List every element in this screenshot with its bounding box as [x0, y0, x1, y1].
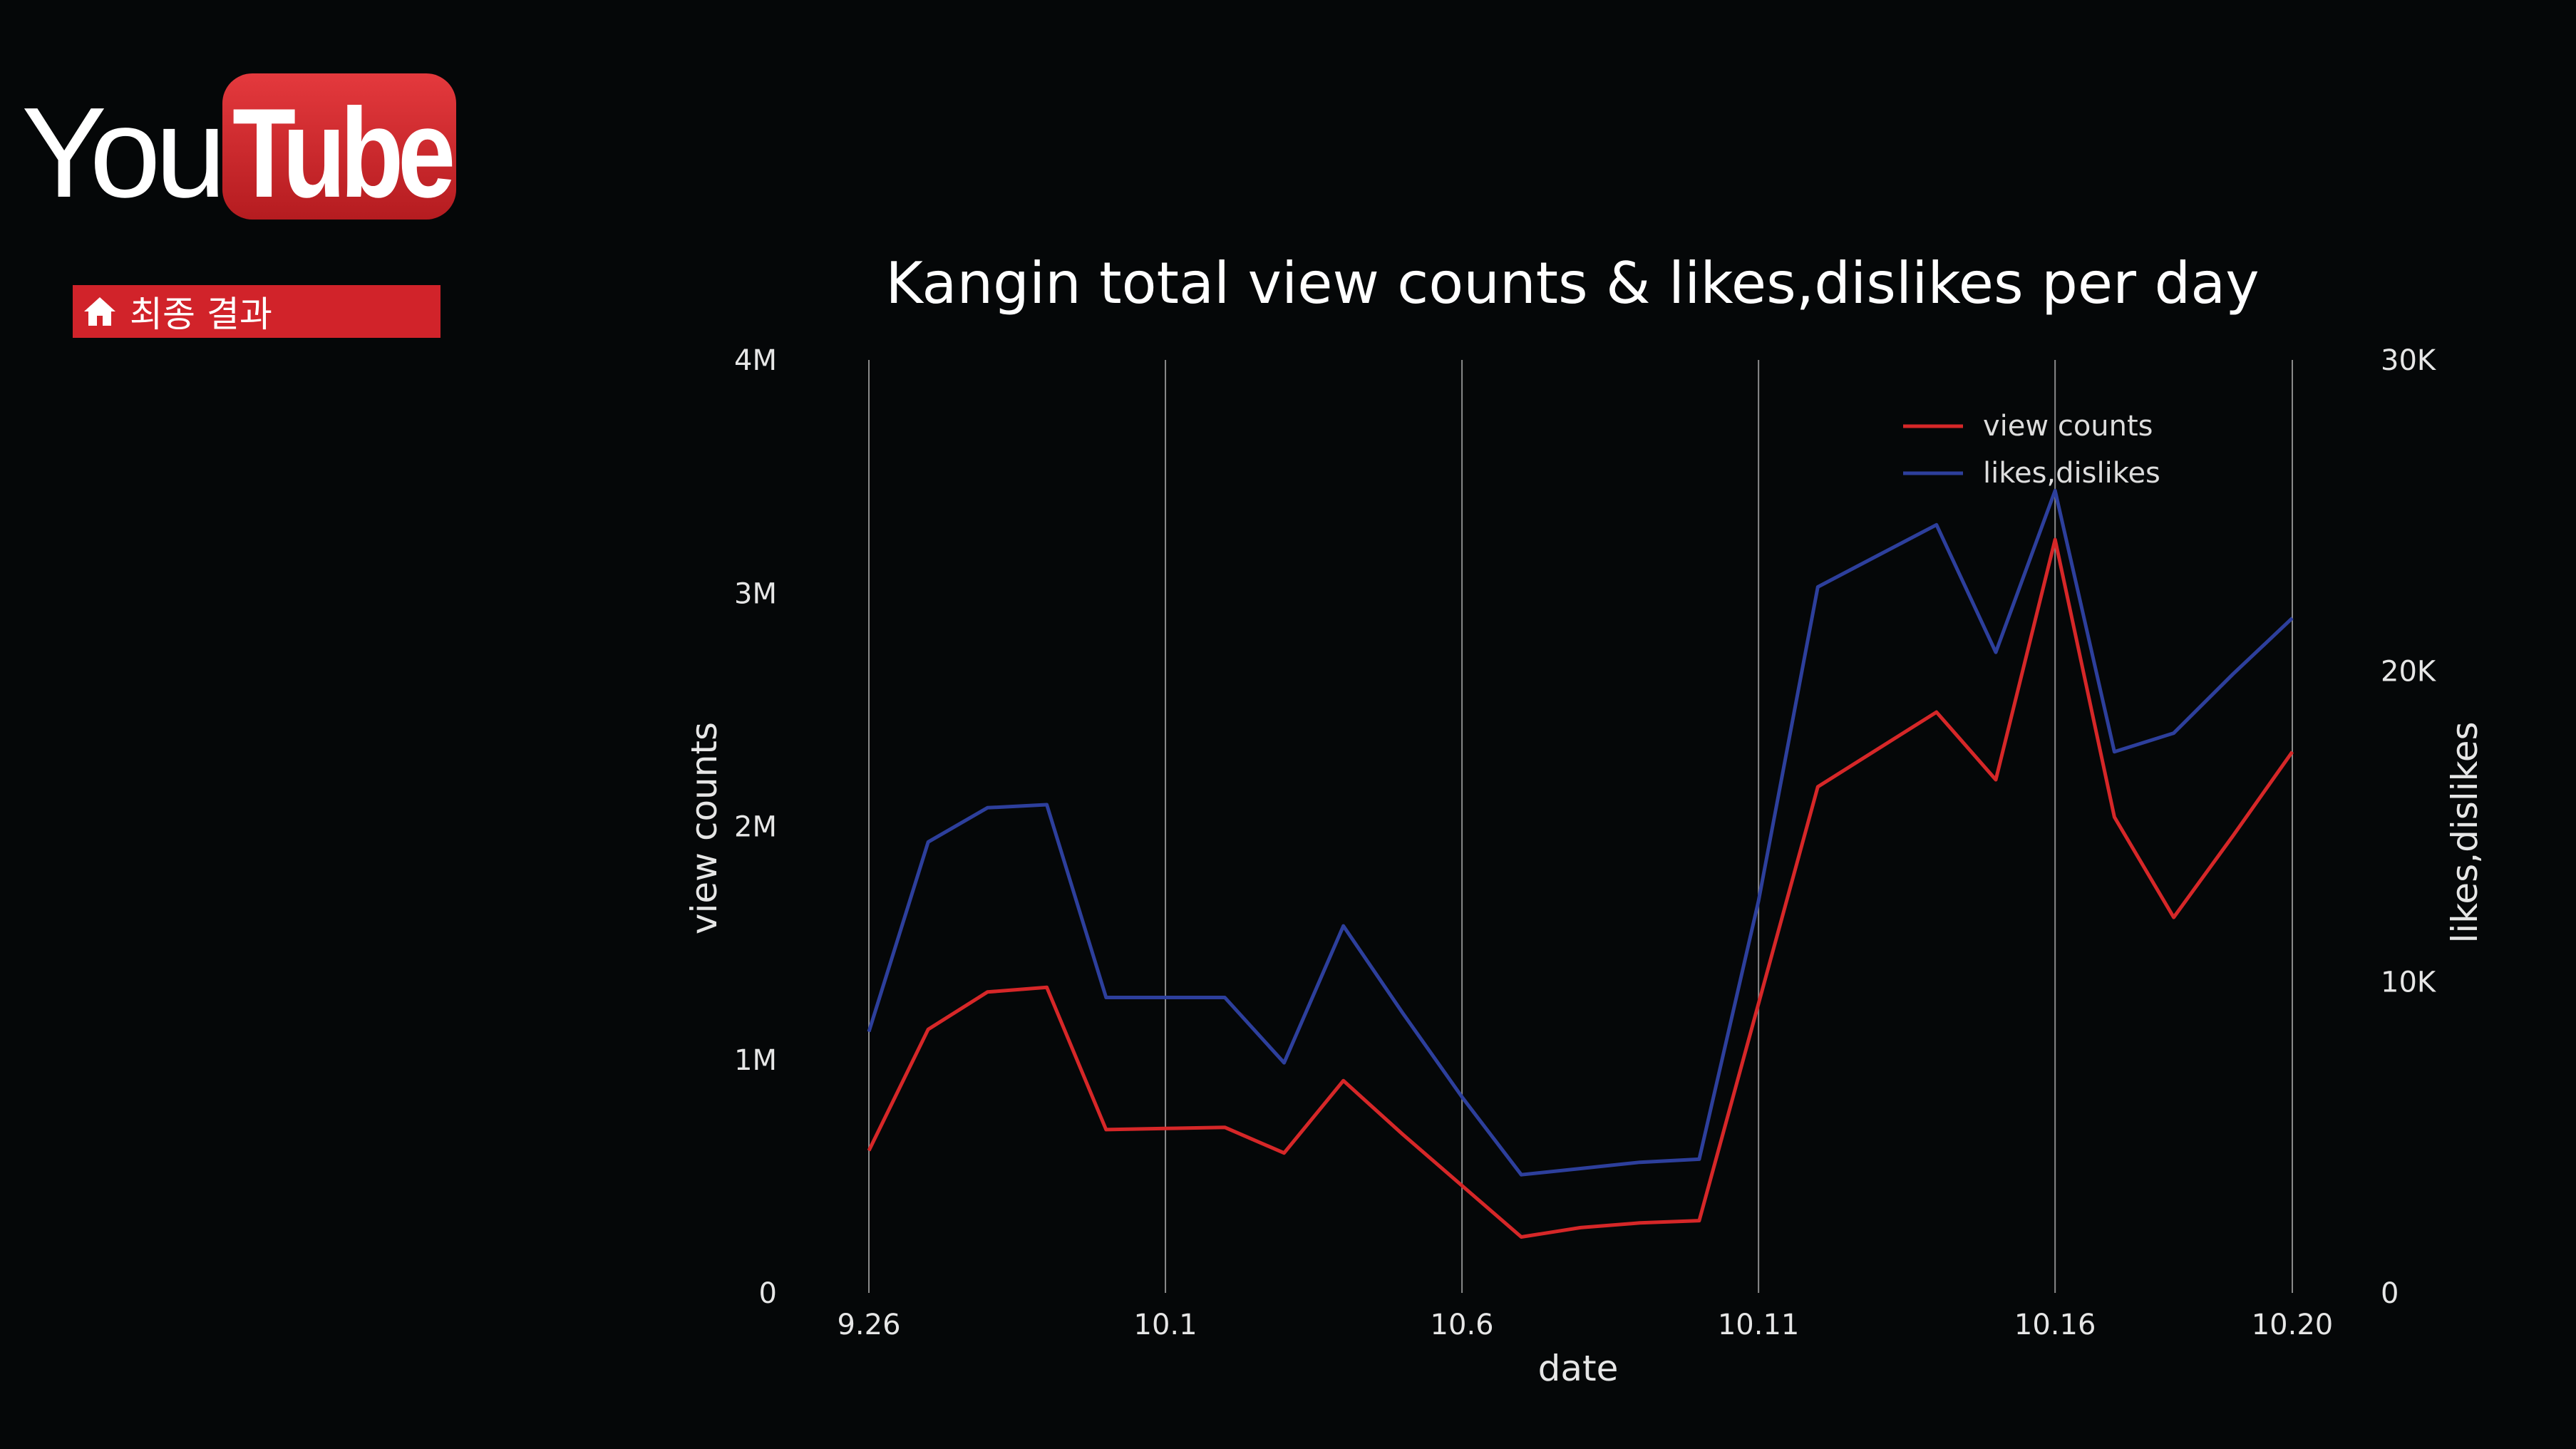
right-y-tick-label-10k: 10K — [2381, 966, 2437, 999]
x-tick-label-10-6: 10.6 — [1431, 1309, 1494, 1341]
left-y-tick-label-2m: 2M — [734, 811, 777, 844]
x-tick-label-10-1: 10.1 — [1134, 1309, 1197, 1341]
left-y-tick-label-1m: 1M — [734, 1044, 777, 1077]
final-result-badge: 최종 결과 — [73, 285, 441, 338]
series-lines — [867, 488, 2294, 1239]
left-y-axis-ticks: 0 1M 2M 3M 4M — [734, 344, 777, 1310]
youtube-logo: You Tube — [21, 68, 456, 225]
logo-tube-box — [222, 73, 456, 220]
legend: view counts likes,dislikes — [1903, 410, 2160, 490]
x-tick-label-10-20: 10.20 — [2252, 1309, 2334, 1341]
badge-label: 최종 결과 — [130, 294, 272, 335]
x-axis-label: date — [1538, 1348, 1619, 1389]
chart-title: Kangin total view counts & likes,dislike… — [885, 250, 2259, 316]
left-y-tick-label-3m: 3M — [734, 577, 777, 610]
right-y-tick-label-20k: 20K — [2381, 655, 2437, 688]
series-line-likes-dislikes — [867, 488, 2294, 1177]
right-y-axis-ticks: 0 10K 20K 30K — [2381, 344, 2437, 1310]
x-tick-label-10-16: 10.16 — [2014, 1309, 2096, 1341]
logo-tube-text: Tube — [232, 82, 455, 224]
grid-lines — [868, 360, 2293, 1293]
x-axis-ticks: 9.26 10.1 10.6 10.11 10.16 10.20 — [837, 1309, 2333, 1341]
x-tick-label-10-11: 10.11 — [1718, 1309, 1800, 1341]
legend-label-likes-dislikes: likes,dislikes — [1983, 457, 2160, 490]
series-line-view-counts — [867, 537, 2294, 1239]
legend-label-view-counts: view counts — [1983, 410, 2153, 443]
left-y-tick-label-0: 0 — [759, 1277, 777, 1310]
logo-you-text: You — [21, 81, 227, 225]
left-y-axis-label: view counts — [684, 722, 725, 934]
home-icon — [84, 297, 115, 326]
x-tick-label-9-26: 9.26 — [837, 1309, 900, 1341]
right-y-axis-label: likes,dislikes — [2444, 721, 2485, 943]
right-y-tick-label-0: 0 — [2381, 1277, 2399, 1310]
left-y-tick-label-4m: 4M — [734, 344, 777, 377]
right-y-tick-label-30k: 30K — [2381, 344, 2437, 377]
